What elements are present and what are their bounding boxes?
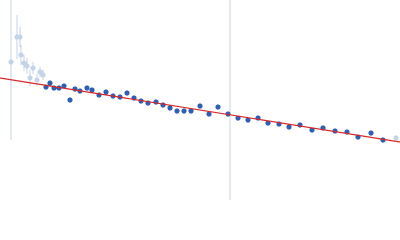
data-point bbox=[197, 103, 203, 109]
data-point bbox=[167, 105, 173, 111]
data-point bbox=[18, 52, 24, 58]
data-point bbox=[24, 63, 30, 69]
data-point bbox=[40, 72, 46, 78]
data-point bbox=[181, 108, 187, 114]
data-point bbox=[245, 117, 251, 123]
data-point bbox=[103, 89, 109, 95]
data-point bbox=[17, 34, 23, 40]
data-point bbox=[61, 83, 67, 89]
data-point bbox=[160, 102, 166, 108]
data-point bbox=[34, 77, 40, 83]
data-point bbox=[84, 85, 90, 91]
chart bbox=[0, 0, 400, 200]
data-point bbox=[47, 80, 53, 86]
data-point bbox=[286, 124, 292, 130]
data-point bbox=[206, 111, 212, 117]
data-point bbox=[27, 75, 33, 81]
data-point bbox=[188, 108, 194, 114]
data-point bbox=[174, 108, 180, 114]
data-point bbox=[215, 104, 221, 110]
data-point bbox=[67, 97, 73, 103]
data-point bbox=[8, 59, 14, 65]
fit-line bbox=[0, 77, 400, 143]
data-point bbox=[124, 90, 130, 96]
data-point bbox=[368, 130, 374, 136]
data-point bbox=[89, 87, 95, 93]
data-point bbox=[393, 135, 399, 141]
data-point bbox=[265, 120, 271, 126]
data-point bbox=[30, 65, 36, 71]
